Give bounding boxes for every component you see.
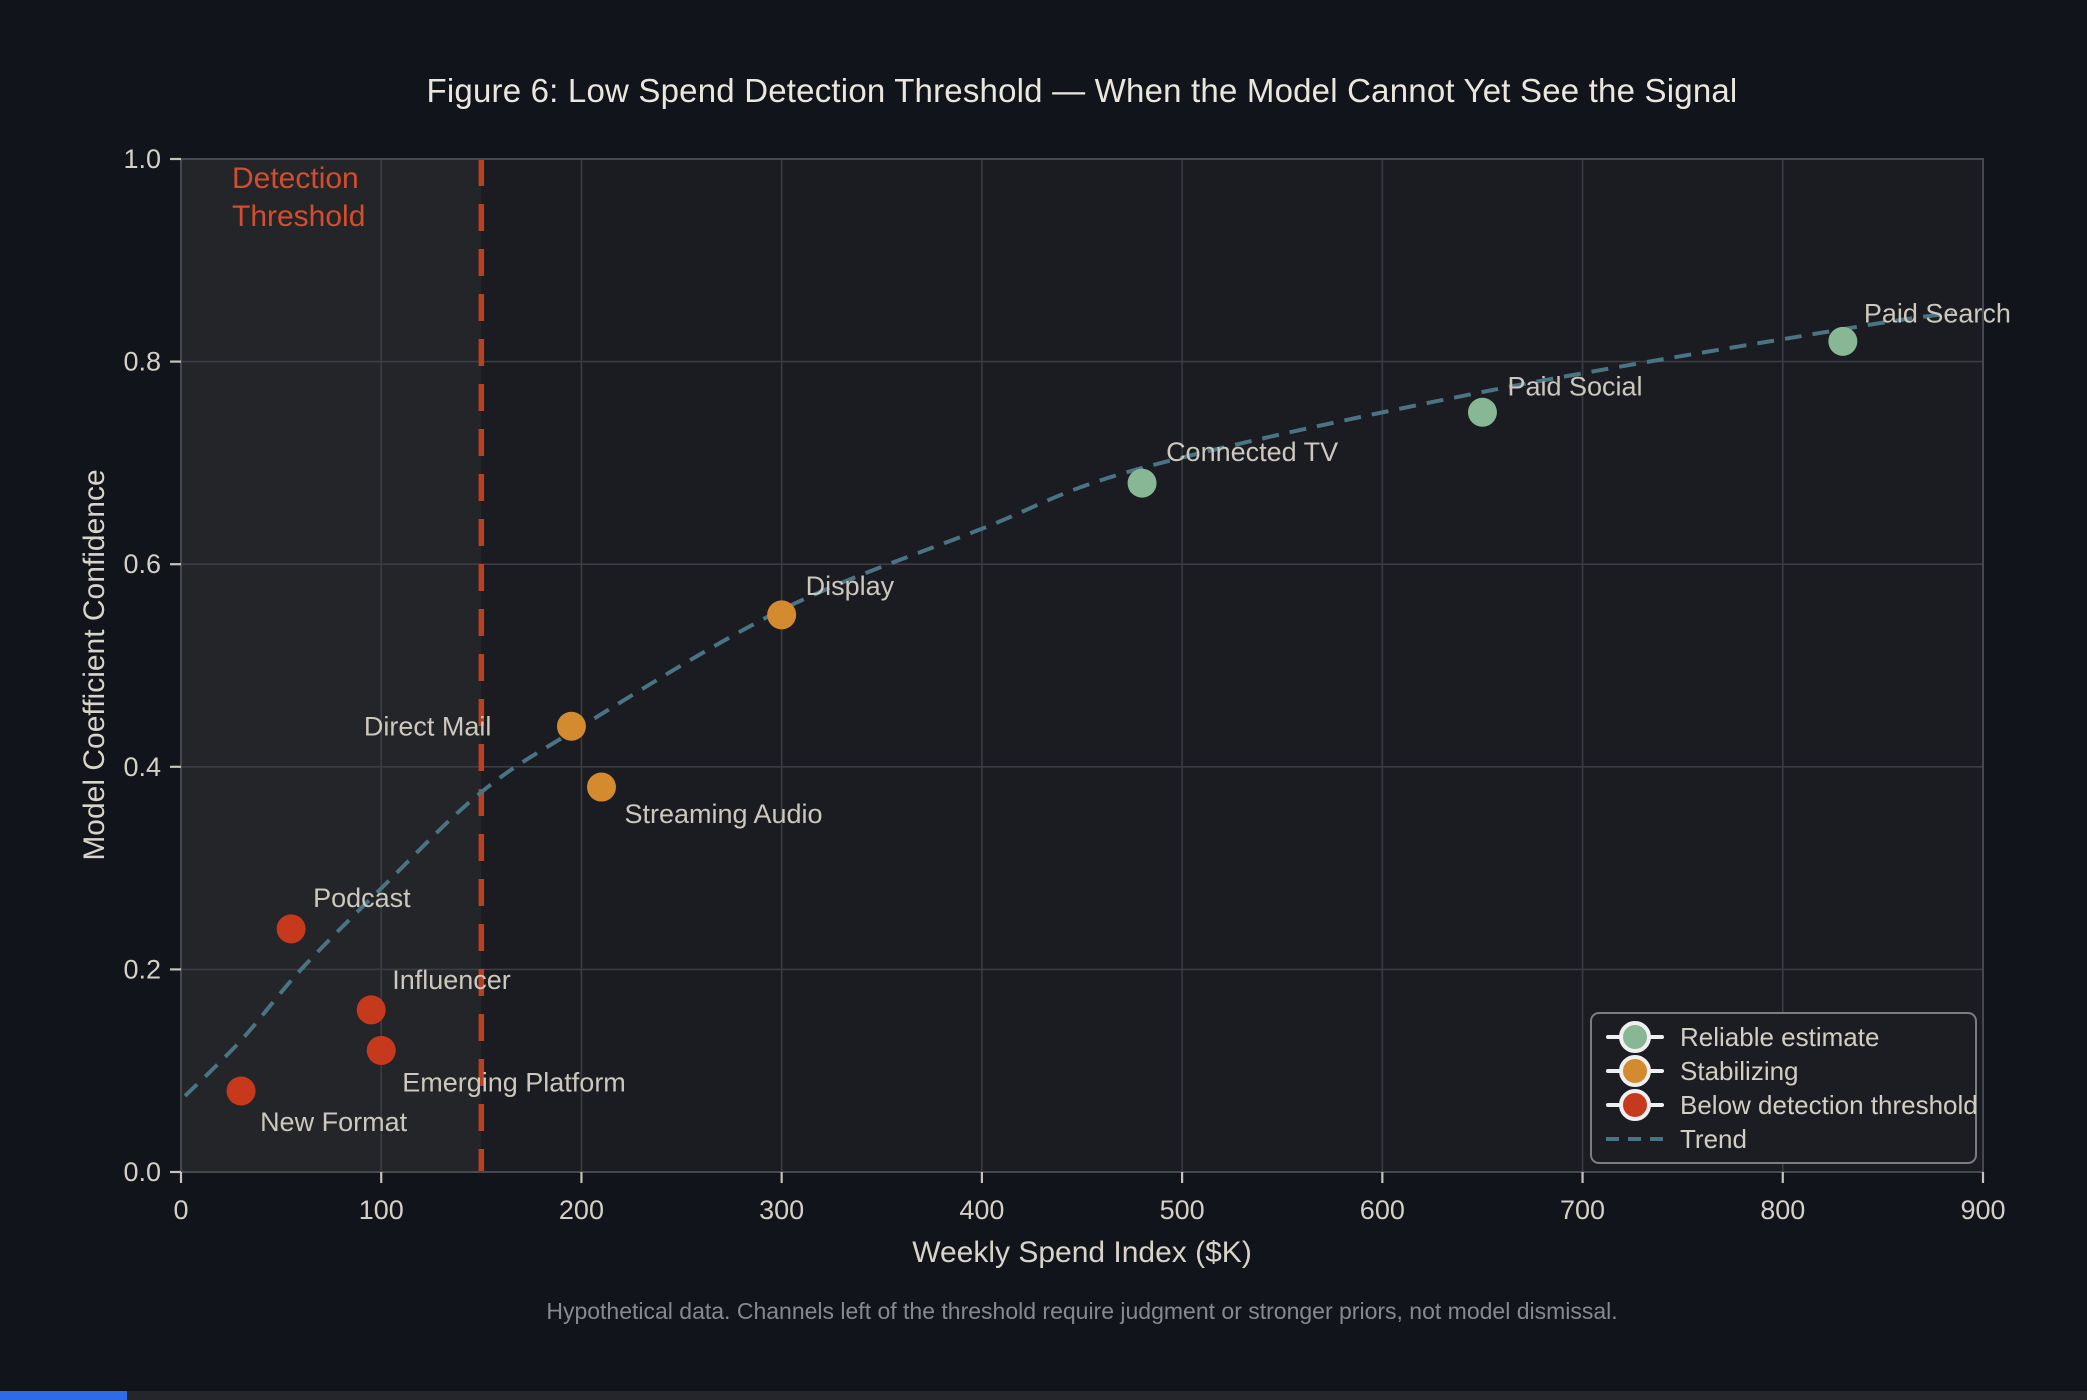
x-tick-label: 400 [959, 1195, 1004, 1225]
point-connected-tv [1127, 468, 1157, 498]
threshold-annotation: Detection Threshold [232, 162, 366, 233]
point-label-paid-social: Paid Social [1507, 371, 1642, 401]
x-axis-label: Weekly Spend Index ($K) [912, 1236, 1252, 1269]
x-tick-label: 200 [559, 1195, 604, 1225]
point-label-streaming-audio: Streaming Audio [624, 799, 822, 829]
point-paid-social [1467, 397, 1497, 427]
y-tick-label: 0.8 [123, 347, 161, 377]
x-tick-label: 700 [1560, 1195, 1605, 1225]
y-tick-label: 1.0 [123, 144, 161, 174]
y-tick-label: 0.0 [123, 1157, 161, 1187]
legend-item-reliable-estimate: Reliable estimate [1606, 1020, 1975, 1054]
bottom-scrollbar-thumb[interactable] [0, 1391, 127, 1400]
x-tick-label: 800 [1760, 1195, 1805, 1225]
point-label-display: Display [806, 571, 895, 601]
point-label-podcast: Podcast [313, 883, 411, 913]
point-direct-mail [556, 711, 586, 741]
point-podcast [276, 914, 306, 944]
legend-item-trend: Trend [1606, 1122, 1975, 1156]
point-paid-search [1828, 326, 1858, 356]
legend-marker-circle-red-icon [1606, 1089, 1664, 1121]
y-tick-label: 0.2 [123, 954, 161, 984]
legend-marker-circle-green-icon [1606, 1021, 1664, 1053]
point-streaming-audio [586, 772, 616, 802]
x-tick-label: 900 [1960, 1195, 2005, 1225]
point-label-influencer: Influencer [392, 965, 511, 995]
point-label-paid-search: Paid Search [1864, 298, 2011, 328]
axes-border [180, 158, 1984, 1173]
x-tick-label: 600 [1360, 1195, 1405, 1225]
legend-label: Below detection threshold [1680, 1089, 1978, 1120]
y-axis-label: Model Coefficient Confidence [78, 469, 111, 861]
point-emerging-platform [366, 1035, 396, 1065]
x-tick-label: 100 [359, 1195, 404, 1225]
x-tick-label: 500 [1160, 1195, 1205, 1225]
trend-line [183, 310, 1954, 1098]
figure-caption: Hypothetical data. Channels left of the … [546, 1298, 1618, 1324]
point-display [767, 600, 797, 630]
y-tick-label: 0.4 [123, 752, 161, 782]
legend-label: Reliable estimate [1680, 1021, 1880, 1052]
legend-item-below-detection-threshold: Below detection threshold [1606, 1088, 1978, 1122]
point-label-direct-mail: Direct Mail [364, 711, 492, 741]
y-tick-label: 0.6 [123, 549, 161, 579]
point-label-emerging-platform: Emerging Platform [402, 1067, 626, 1097]
legend-marker-circle-orange-icon [1606, 1055, 1664, 1087]
chart-title: Figure 6: Low Spend Detection Threshold … [426, 72, 1738, 109]
point-label-connected-tv: Connected TV [1166, 437, 1338, 467]
bottom-scrollbar-track[interactable] [0, 1391, 2087, 1400]
x-tick-label: 0 [173, 1195, 188, 1225]
legend-label: Trend [1680, 1123, 1747, 1154]
legend-label: Stabilizing [1680, 1055, 1799, 1086]
point-label-new-format: New Format [260, 1107, 408, 1137]
legend: Reliable estimate Stabilizing Below dete… [1590, 1012, 1978, 1164]
below-threshold-shade [181, 159, 482, 1172]
x-tick-label: 300 [759, 1195, 804, 1225]
legend-marker-dashed-line-icon [1606, 1123, 1664, 1155]
legend-item-stabilizing: Stabilizing [1606, 1054, 1975, 1088]
point-new-format [226, 1076, 256, 1106]
point-influencer [356, 995, 386, 1025]
